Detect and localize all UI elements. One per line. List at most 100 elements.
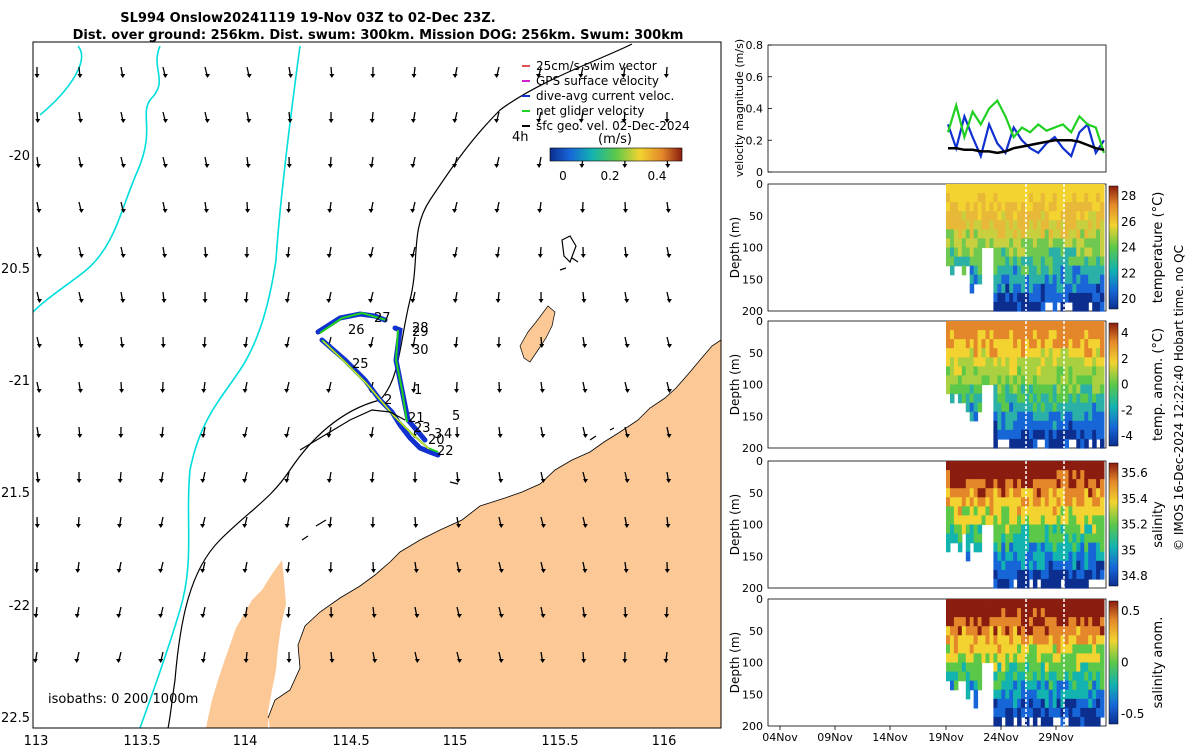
heat-cell xyxy=(1017,608,1022,618)
heat-cell xyxy=(1029,560,1034,571)
heat-cell xyxy=(1080,247,1085,258)
heat-cell xyxy=(1064,321,1069,331)
heat-cell xyxy=(981,635,986,645)
heat-cell xyxy=(965,506,971,517)
current-vector-head xyxy=(288,74,294,78)
heat-cell xyxy=(1056,680,1062,691)
heat-cell xyxy=(950,488,955,498)
heat-cell xyxy=(1100,515,1105,526)
heat-cell xyxy=(1048,321,1054,331)
heat-cell xyxy=(1009,635,1014,645)
current-vector-head xyxy=(624,389,630,393)
heat-cell xyxy=(969,461,975,471)
heat-cell xyxy=(1036,202,1042,212)
heat-cell xyxy=(985,644,990,655)
heat-cell xyxy=(1044,321,1050,331)
heat-cell xyxy=(977,662,983,673)
heat-cell xyxy=(1088,384,1093,395)
heat-cell xyxy=(1060,292,1065,303)
heat-cell xyxy=(1100,220,1105,230)
heat-cell xyxy=(1032,551,1038,562)
heat-cell xyxy=(1088,348,1093,358)
heat-cell xyxy=(1052,247,1058,258)
heat-cell xyxy=(1048,357,1054,367)
heat-cell xyxy=(1072,635,1077,645)
heat-cell xyxy=(969,202,975,212)
heat-cell xyxy=(1001,283,1006,294)
heat-cell xyxy=(1084,479,1089,489)
heat-cell xyxy=(1100,533,1105,544)
heat-cell xyxy=(1088,617,1093,627)
heat-cell xyxy=(1052,229,1058,240)
heat-cell xyxy=(1060,193,1065,203)
heat-cell xyxy=(1025,524,1030,535)
heat-cell xyxy=(1064,479,1069,489)
heat-cell xyxy=(1084,292,1089,303)
heat-cell xyxy=(1040,375,1046,386)
heat-cell xyxy=(1096,542,1101,553)
heat-cell xyxy=(1021,411,1026,422)
heat-cell xyxy=(1080,420,1085,431)
heat-cell xyxy=(1040,671,1046,682)
heat-cell xyxy=(973,608,979,618)
heat-cell xyxy=(1029,644,1034,655)
current-vector-head xyxy=(326,299,332,303)
heat-cell xyxy=(1068,515,1073,526)
heat-cell xyxy=(1068,569,1073,580)
heat-cell xyxy=(965,220,971,230)
heat-cell xyxy=(1013,321,1018,331)
heat-cell xyxy=(1080,339,1085,349)
heat-cell xyxy=(1060,229,1065,240)
heat-cell xyxy=(1025,229,1030,240)
glider-track xyxy=(299,311,441,458)
heat-cell xyxy=(1064,256,1069,267)
heat-cell xyxy=(1044,524,1050,535)
heat-cell xyxy=(1052,662,1058,673)
heat-cell xyxy=(957,662,963,673)
heat-cell xyxy=(1032,292,1038,303)
current-vector-head xyxy=(624,479,630,483)
heat-cell xyxy=(977,256,983,267)
heat-cell xyxy=(1068,698,1073,709)
heat-cell xyxy=(1084,551,1089,562)
heat-cell xyxy=(1100,375,1105,386)
heat-cell xyxy=(1044,488,1050,498)
heat-cell xyxy=(981,229,986,240)
current-vector-head xyxy=(203,254,209,258)
heat-cell xyxy=(961,461,967,471)
heat-cell xyxy=(950,211,955,221)
heat-cell xyxy=(1021,671,1026,682)
heat-cell xyxy=(1080,438,1085,449)
heat-cell xyxy=(1036,617,1042,627)
heat-cell xyxy=(1084,256,1089,267)
heat-cell xyxy=(1072,671,1077,682)
heat-cell xyxy=(965,689,971,700)
heat-cell xyxy=(1072,202,1077,212)
heat-cell xyxy=(993,375,998,386)
heat-cell xyxy=(1060,470,1065,480)
heat-cell xyxy=(1076,689,1081,700)
heat-cell xyxy=(993,238,998,249)
heat-cell xyxy=(965,247,971,258)
heat-cell xyxy=(1036,707,1042,718)
heat-cell xyxy=(1005,420,1010,431)
heat-cell xyxy=(1060,375,1065,386)
current-vector-head xyxy=(581,659,587,663)
heat-cell xyxy=(1068,247,1073,258)
heat-cell xyxy=(1013,193,1018,203)
heat-cell xyxy=(1044,330,1050,340)
heat-cell xyxy=(1072,524,1077,535)
heat-cell xyxy=(1017,461,1022,471)
heat-cell xyxy=(973,384,979,395)
heat-cell xyxy=(1084,330,1089,340)
current-vector-head xyxy=(36,299,42,303)
heat-cell xyxy=(1029,569,1034,580)
x-tick-label: 113 xyxy=(24,734,49,749)
heat-cell xyxy=(1048,524,1054,535)
heat-cell xyxy=(1029,488,1034,498)
heat-cell xyxy=(993,321,998,331)
heat-cell xyxy=(953,470,959,480)
heat-cell xyxy=(1036,274,1042,285)
heat-cell xyxy=(997,524,1002,535)
